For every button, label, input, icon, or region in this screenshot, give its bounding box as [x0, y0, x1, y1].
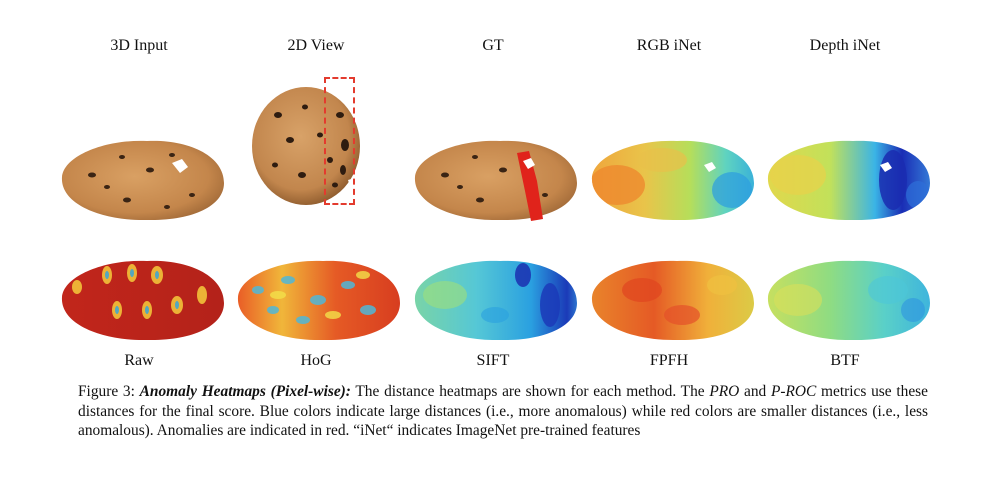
caption-part1: The distance heatmaps are shown for each… [350, 383, 710, 400]
caption-and: and [739, 383, 771, 400]
panel-depth-inet [758, 125, 938, 225]
label-gt: GT [482, 37, 504, 54]
panel-fpfh [582, 245, 762, 345]
label-raw: Raw [124, 352, 154, 369]
caption-pro: PRO [709, 383, 740, 400]
panel-raw [52, 245, 232, 345]
label-hog: HoG [300, 352, 332, 369]
label-sift: SIFT [476, 352, 510, 369]
panel-2d-view [250, 85, 362, 207]
label-btf: BTF [830, 352, 860, 369]
caption-title: Anomaly Heatmaps (Pixel-wise): [139, 383, 351, 400]
anomaly-bounding-box [324, 77, 355, 205]
figure-caption: Figure 3: Anomaly Heatmaps (Pixel-wise):… [78, 382, 928, 441]
panel-hog [228, 245, 408, 345]
label-fpfh: FPFH [649, 352, 689, 369]
label-2d-view: 2D View [287, 37, 345, 54]
label-3d-input: 3D Input [110, 37, 168, 54]
caption-proc: P-ROC [771, 383, 817, 400]
label-rgb-inet: RGB iNet [636, 37, 702, 54]
panel-rgb-inet [582, 125, 762, 225]
panel-gt [405, 125, 585, 225]
panel-btf [758, 245, 938, 345]
caption-part2: metrics use these distances for the fina… [78, 383, 928, 439]
caption-prefix: Figure 3: [78, 383, 140, 400]
panel-3d-input [52, 125, 232, 225]
panel-sift [405, 245, 585, 345]
label-depth-inet: Depth iNet [809, 37, 881, 54]
